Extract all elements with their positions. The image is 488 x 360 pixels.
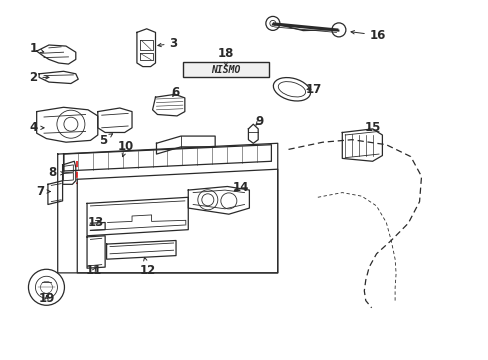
Text: 18: 18 [217,47,234,66]
Text: 1: 1 [29,42,44,55]
Text: 15: 15 [364,121,380,134]
Text: 3: 3 [158,37,177,50]
Text: 9: 9 [255,115,263,128]
Text: 7: 7 [36,185,50,198]
Text: 19: 19 [38,292,55,305]
FancyBboxPatch shape [183,62,268,77]
Text: 17: 17 [305,83,322,96]
Text: 12: 12 [139,257,156,277]
Text: 8: 8 [49,166,64,179]
Text: 14: 14 [232,181,248,194]
Text: 13: 13 [87,216,103,229]
Text: 4: 4 [29,121,44,134]
Text: 5: 5 [99,134,112,147]
Text: 16: 16 [350,29,386,42]
Text: NISMO: NISMO [211,65,241,75]
Text: 11: 11 [85,264,102,277]
Text: 6: 6 [171,86,179,99]
Text: 2: 2 [29,71,49,84]
Text: 10: 10 [118,140,134,157]
